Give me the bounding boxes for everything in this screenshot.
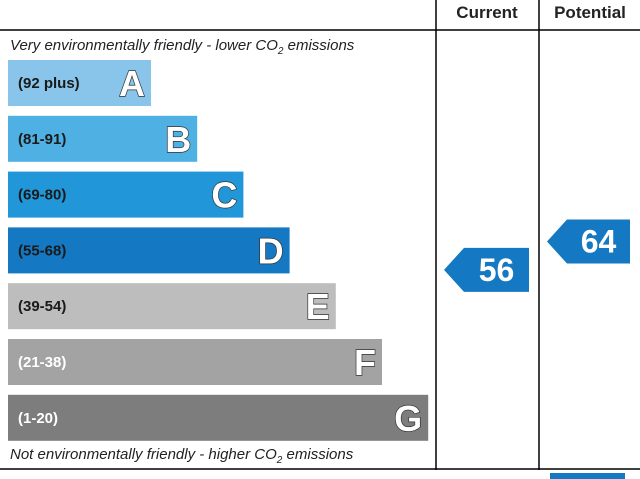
band-letter-b: B [165,119,191,160]
band-range-label-e: (39-54) [18,298,66,315]
band-range-label-d: (55-68) [18,242,66,259]
band-range-label-b: (81-91) [18,131,66,148]
band-letter-f: F [354,342,376,383]
band-letter-g: G [394,398,422,439]
band-bar-a [8,60,151,106]
rating-bands: (92 plus) A (81-91) B (69-80) C (55-68) D (39-54… [8,60,429,441]
current-arrow [444,247,529,292]
band-range-label-g: (1-20) [18,410,58,427]
band-bar-d [8,227,290,274]
band-bar-g [8,394,429,441]
potential-arrow [547,219,630,264]
band-bar-e [8,283,336,330]
band-bar-c [8,171,244,218]
next-section-marker [550,473,625,479]
band-range-label-c: (69-80) [18,187,66,204]
rating-arrows: 56 64 [444,219,630,292]
current-column-header: Current [456,3,518,22]
band-range-label-f: (21-38) [18,354,66,371]
band-letter-d: D [258,230,284,271]
band-letter-c: C [211,175,237,216]
potential-column-header: Potential [554,3,626,22]
potential-score: 64 [581,224,617,260]
band-bar-b [8,115,198,162]
top-note: Very environmentally friendly - lower CO… [10,37,355,57]
band-letter-e: E [306,286,330,327]
band-range-label-a: (92 plus) [18,75,80,92]
bottom-note: Not environmentally friendly - higher CO… [10,446,354,466]
current-score: 56 [479,252,515,288]
band-letter-a: A [119,63,145,104]
band-bar-f [8,339,382,385]
